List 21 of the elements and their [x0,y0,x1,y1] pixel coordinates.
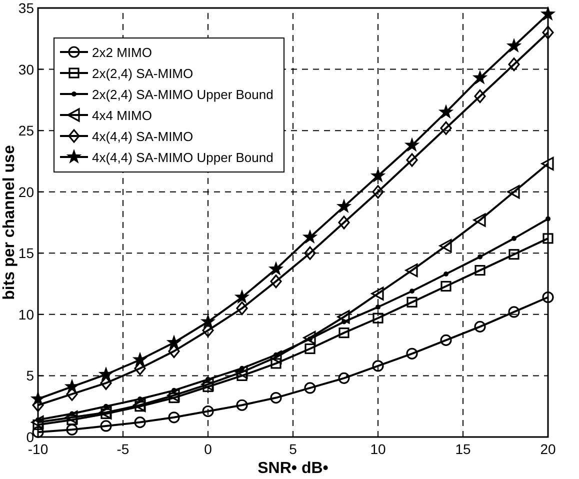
y-tick-label: 35 [18,0,34,16]
y-tick-label: 20 [18,184,34,200]
x-tick-label: -5 [116,441,130,457]
x-tick-label: 10 [370,441,386,457]
legend-label: 2x2 MIMO [92,45,152,60]
x-tick-label: 5 [289,441,298,457]
y-tick-label: 30 [18,61,34,78]
y-tick-label: 10 [18,306,34,322]
x-tick-label: 15 [455,441,471,457]
legend-label: 4x(4,4) SA-MIMO [92,129,194,144]
y-tick-label: 15 [18,245,34,262]
y-tick-label: 25 [18,122,34,139]
x-tick-label: 0 [204,441,212,457]
legend-label: 4x4 MIMO [92,108,152,123]
x-axis-title: SNR• dB• [258,460,329,477]
legend-label: 4x(4,4) SA-MIMO Upper Bound [92,150,274,165]
y-tick-label: 5 [26,368,34,384]
legend-label: 2x(2,4) SA-MIMO Upper Bound [92,87,274,102]
y-axis-title: bits per channel use [1,145,18,300]
x-tick-label: 20 [540,441,556,457]
legend-label: 2x(2,4) SA-MIMO [92,66,194,81]
